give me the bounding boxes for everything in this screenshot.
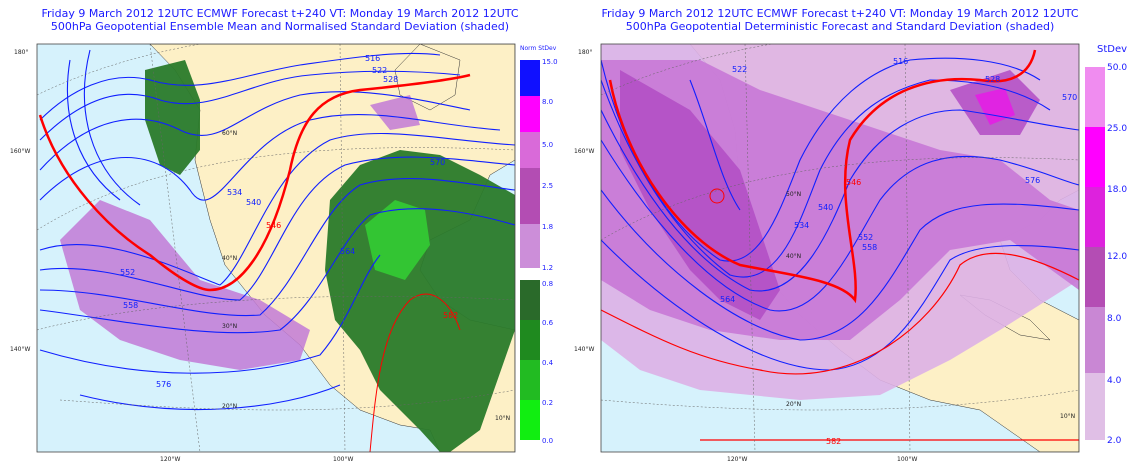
left-contour-label-540: 540: [246, 198, 261, 207]
right-graticule: [601, 44, 1079, 452]
right-shade-mid: [601, 60, 1079, 340]
right-lon-120w: 120°W: [727, 456, 747, 463]
left-land-north-america: [149, 44, 515, 452]
left-legend-tick-6: 1.2: [542, 264, 553, 272]
right-shade-light: [601, 44, 1079, 400]
left-contour-label-564: 564: [340, 247, 355, 256]
left-title-line2: 500hPa Geopotential Ensemble Mean and No…: [50, 20, 510, 33]
right-contour-label-540: 540: [818, 203, 833, 212]
right-red-low-center: [709, 188, 725, 204]
left-contour-label-558: 558: [123, 301, 138, 310]
right-lat-50: 50°N: [786, 191, 801, 198]
left-lon-140w: 140°W: [10, 346, 30, 353]
right-contour-label-564: 564: [720, 295, 735, 304]
right-legend-tick-4: 12.0: [1107, 252, 1127, 262]
left-legend-tick-8: 0.6: [542, 319, 554, 327]
left-land-greenland: [394, 44, 461, 111]
left-contour-label-528: 528: [383, 75, 398, 84]
left-red-546-contour: [38, 73, 471, 292]
left-contour-label-516: 516: [365, 54, 380, 63]
left-legend-tick-10: 0.2: [542, 399, 553, 407]
right-contour-label-558: 558: [862, 243, 877, 252]
right-shade-hotspot: [975, 88, 1015, 125]
right-lon-100w: 100°W: [897, 456, 917, 463]
left-green-region-east: [325, 150, 515, 452]
left-contour-label-582: 582: [443, 311, 458, 320]
left-lon-180: 180°: [14, 49, 28, 56]
left-legend-tick-9: 0.4: [542, 359, 554, 367]
right-legend-tick-2: 25.0: [1107, 124, 1127, 134]
right-legend-tick-7: 2.0: [1107, 436, 1122, 446]
left-lat-30: 30°N: [222, 323, 237, 330]
right-red-582-contour: [601, 252, 1079, 375]
right-contour-label-552: 552: [858, 233, 873, 242]
right-legend-tick-5: 8.0: [1107, 314, 1122, 324]
right-lon-180: 180°: [578, 49, 592, 56]
left-purple-small: [370, 95, 420, 130]
right-lon-140w: 140°W: [574, 346, 594, 353]
right-legend-tick-1: 50.0: [1107, 63, 1127, 73]
left-legend-tick-11: 0.0: [542, 437, 553, 445]
right-legend-title: StDev: [1097, 44, 1127, 55]
left-lat-10: 10°N: [495, 415, 510, 422]
right-lat-10: 10°N: [1060, 413, 1075, 420]
left-legend-tick-1: 15.0: [542, 58, 558, 66]
left-ocean: [37, 44, 515, 452]
right-shade-dark: [620, 70, 780, 320]
right-ocean: [601, 44, 1079, 452]
left-red-582-contour: [369, 293, 461, 452]
left-map-frame: [36, 43, 516, 453]
right-contour-label-516: 516: [893, 57, 908, 66]
right-legend-tick-6: 4.0: [1107, 376, 1122, 386]
left-lon-100w: 100°W: [333, 456, 353, 463]
left-purple-region: [60, 200, 310, 370]
right-lon-160w: 160°W: [574, 148, 594, 155]
left-map-title: Friday 9 March 2012 12UTC ECMWF Forecast…: [30, 7, 530, 33]
left-legend-title: Norm StDev: [520, 45, 557, 52]
right-cuba: [959, 294, 1051, 341]
right-title-line2: 500hPa Geopotential Deterministic Foreca…: [625, 20, 1055, 33]
left-legend-tick-3: 5.0: [542, 141, 553, 149]
right-legend: StDev 50.0 25.0 18.0 12.0 8.0 4.0 2.0: [1085, 44, 1127, 446]
left-contour-label-534: 534: [227, 188, 242, 197]
left-graticule: [37, 44, 515, 452]
left-lat-40: 40°N: [222, 255, 237, 262]
right-contour-label-534: 534: [794, 221, 809, 230]
right-map-title: Friday 9 March 2012 12UTC ECMWF Forecast…: [590, 7, 1090, 33]
right-lat-40: 40°N: [786, 253, 801, 260]
right-contour-label-546: 546: [846, 178, 861, 187]
right-legend-tick-3: 18.0: [1107, 185, 1127, 195]
left-contour-label-570: 570: [430, 158, 445, 167]
left-contour-label-552: 552: [120, 268, 135, 277]
right-red-546-contour: [608, 49, 1037, 304]
right-title-line1: Friday 9 March 2012 12UTC ECMWF Forecast…: [601, 7, 1079, 20]
left-green-region-west: [145, 60, 200, 175]
right-contour-label-582: 582: [826, 437, 841, 446]
right-contour-label-570: 570: [1062, 93, 1077, 102]
left-lon-120w: 120°W: [160, 456, 180, 463]
right-land-north-america: [689, 44, 1079, 452]
left-legend-tick-7: 0.8: [542, 280, 553, 288]
right-contour-label-576: 576: [1025, 176, 1040, 185]
right-map-frame: [600, 43, 1080, 453]
left-legend: Norm StDev 15.0 8.0 5.0 2.5 1.8 1.2 0.8 …: [520, 45, 558, 445]
right-shade-dark-east: [950, 70, 1040, 135]
right-contour-label-522: 522: [732, 65, 747, 74]
left-contour-label-576: 576: [156, 380, 171, 389]
left-legend-tick-2: 8.0: [542, 98, 553, 106]
left-legend-tick-5: 1.8: [542, 223, 553, 231]
left-legend-tick-4: 2.5: [542, 182, 553, 190]
left-green-bright: [365, 200, 430, 280]
right-lat-20: 20°N: [786, 401, 801, 408]
right-contour-label-528: 528: [985, 75, 1000, 84]
left-lon-160w: 160°W: [10, 148, 30, 155]
left-blue-contours: [39, 49, 515, 411]
left-title-line1: Friday 9 March 2012 12UTC ECMWF Forecast…: [41, 7, 519, 20]
right-blue-contours: [601, 57, 1079, 371]
left-lat-20: 20°N: [222, 403, 237, 410]
left-contour-label-522: 522: [372, 66, 387, 75]
left-lat-60: 60°N: [222, 130, 237, 137]
left-contour-label-546: 546: [266, 221, 281, 230]
